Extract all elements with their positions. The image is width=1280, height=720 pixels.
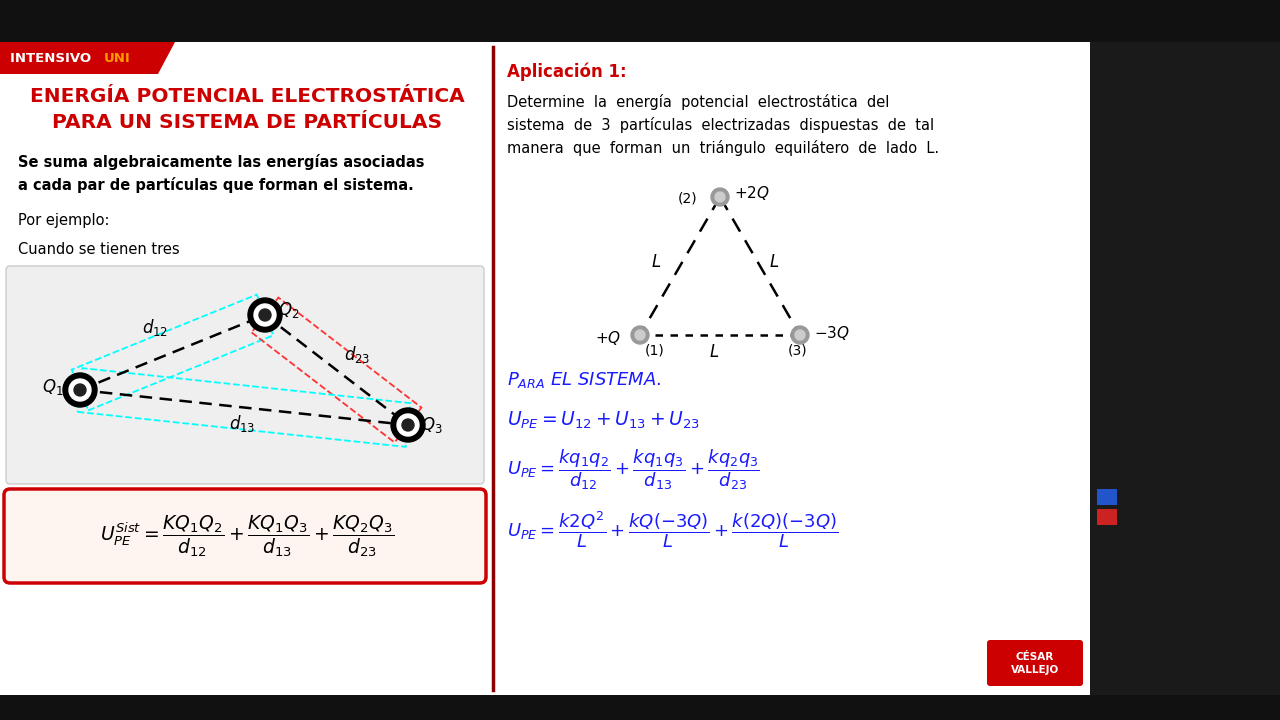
Circle shape [635,330,645,340]
Text: $U_{PE} = \dfrac{k2Q^2}{L} + \dfrac{kQ(-3Q)}{L} + \dfrac{k(2Q)(-3Q)}{L}$: $U_{PE} = \dfrac{k2Q^2}{L} + \dfrac{kQ(-… [507,510,838,550]
Text: Se suma algebraicamente las energías asociadas: Se suma algebraicamente las energías aso… [18,154,425,170]
FancyBboxPatch shape [0,695,1280,720]
Text: ENERGÍA POTENCIAL ELECTROSTÁTICA: ENERGÍA POTENCIAL ELECTROSTÁTICA [29,88,465,107]
Text: INTENSIVO: INTENSIVO [10,53,96,66]
Circle shape [69,379,91,401]
Text: L: L [652,253,662,271]
Text: $d_{12}$: $d_{12}$ [142,317,169,338]
FancyBboxPatch shape [1097,509,1117,525]
Circle shape [710,188,730,206]
Text: (2): (2) [678,192,698,206]
Text: $Q_3$: $Q_3$ [421,415,443,435]
Circle shape [795,330,805,340]
Text: L: L [710,343,719,361]
Polygon shape [0,42,175,74]
FancyBboxPatch shape [6,266,484,484]
Circle shape [390,408,425,442]
FancyBboxPatch shape [4,489,486,583]
FancyBboxPatch shape [1097,489,1117,505]
Text: (3): (3) [788,344,808,358]
Circle shape [63,373,97,407]
FancyBboxPatch shape [0,0,1280,42]
Text: CÉSAR: CÉSAR [1016,652,1055,662]
Text: $P_{ARA}\ EL\ SISTEMA.$: $P_{ARA}\ EL\ SISTEMA.$ [507,370,662,390]
Text: $+Q$: $+Q$ [595,329,621,347]
FancyBboxPatch shape [1091,42,1280,695]
Circle shape [74,384,86,396]
Text: a cada par de partículas que forman el sistema.: a cada par de partículas que forman el s… [18,177,413,193]
FancyBboxPatch shape [987,640,1083,686]
Text: Determine  la  energía  potencial  electrostática  del: Determine la energía potencial electrost… [507,94,890,110]
Text: $-3Q$: $-3Q$ [814,324,850,342]
Text: Por ejemplo:: Por ejemplo: [18,212,110,228]
Text: $U_{PE} = \dfrac{kq_1q_2}{d_{12}} + \dfrac{kq_1q_3}{d_{13}} + \dfrac{kq_2q_3}{d_: $U_{PE} = \dfrac{kq_1q_2}{d_{12}} + \dfr… [507,448,760,492]
Circle shape [253,304,276,326]
Circle shape [259,309,271,321]
Circle shape [397,414,419,436]
Text: Cuando se tienen tres: Cuando se tienen tres [18,243,179,258]
Text: L: L [771,253,780,271]
Text: $U_{PE}^{Sist} = \dfrac{KQ_1Q_2}{d_{12}} + \dfrac{KQ_1Q_3}{d_{13}} + \dfrac{KQ_2: $U_{PE}^{Sist} = \dfrac{KQ_1Q_2}{d_{12}}… [100,513,394,559]
Text: manera  que  forman  un  triángulo  equilátero  de  lado  L.: manera que forman un triángulo equiláter… [507,140,940,156]
Text: Aplicación 1:: Aplicación 1: [507,63,627,81]
Text: $Q_2$: $Q_2$ [278,300,300,320]
Circle shape [248,298,282,332]
Text: $U_{PE} = U_{12} + U_{13} + U_{23}$: $U_{PE} = U_{12} + U_{13} + U_{23}$ [507,410,700,431]
Text: $+2Q$: $+2Q$ [733,184,769,202]
FancyBboxPatch shape [0,42,1091,695]
Text: (1): (1) [645,343,664,357]
Circle shape [791,326,809,344]
Circle shape [716,192,724,202]
Text: $Q_1$: $Q_1$ [42,377,64,397]
Text: PARA UN SISTEMA DE PARTÍCULAS: PARA UN SISTEMA DE PARTÍCULAS [52,112,442,132]
Text: sistema  de  3  partículas  electrizadas  dispuestas  de  tal: sistema de 3 partículas electrizadas dis… [507,117,934,133]
Text: VALLEJO: VALLEJO [1011,665,1059,675]
Text: $d_{23}$: $d_{23}$ [344,344,371,365]
Text: $d_{13}$: $d_{13}$ [229,413,256,434]
Circle shape [631,326,649,344]
Circle shape [402,419,413,431]
Text: UNI: UNI [104,53,131,66]
